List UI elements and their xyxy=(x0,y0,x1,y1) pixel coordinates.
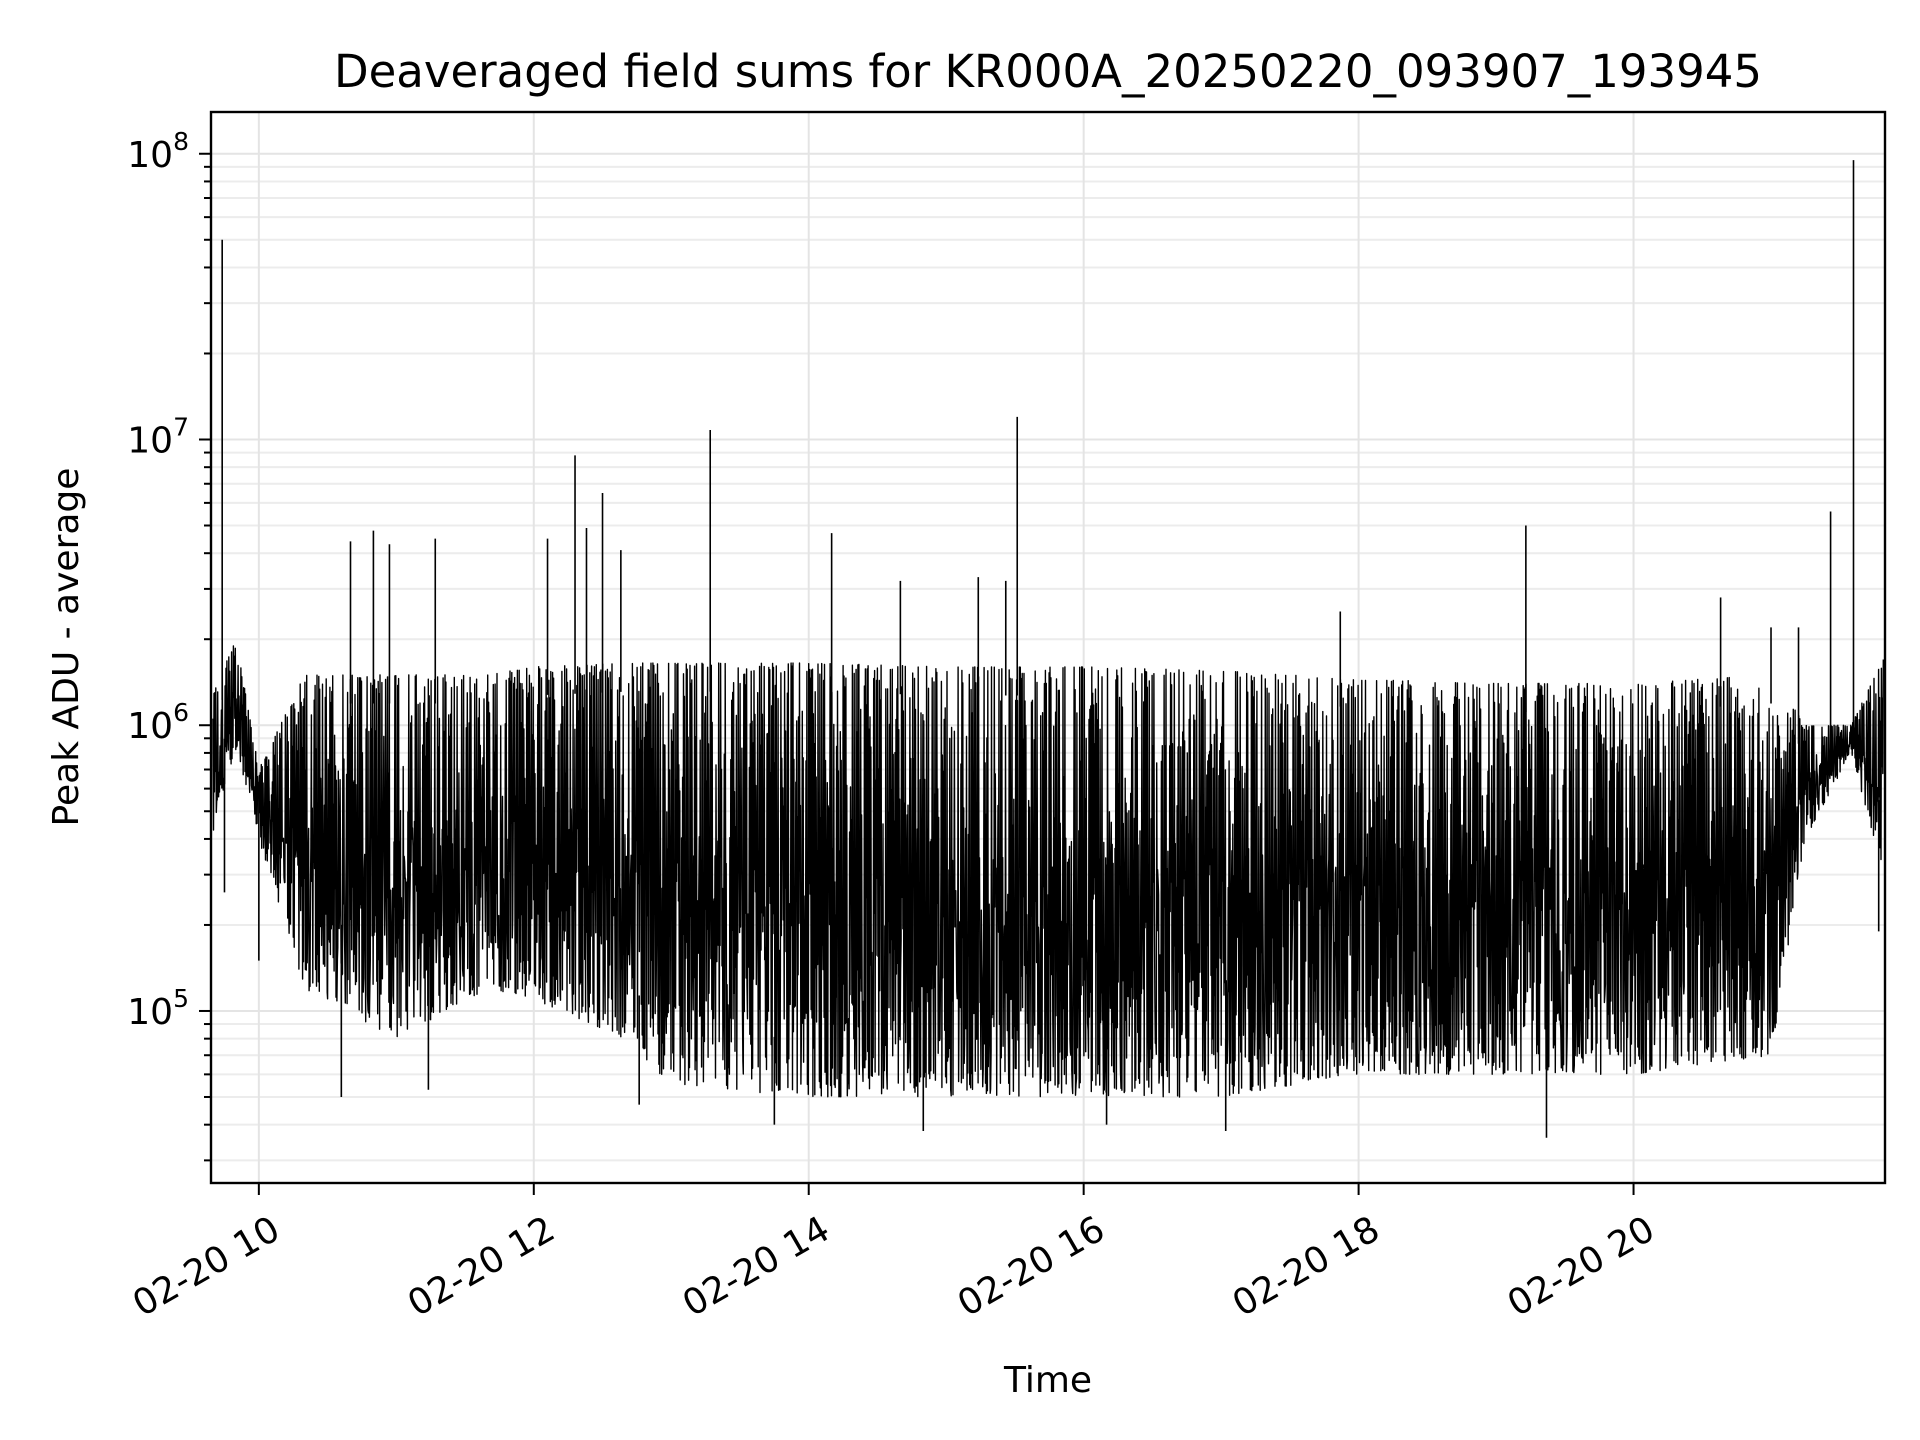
series-line xyxy=(212,645,1884,1098)
y-tick-label: 105 xyxy=(127,984,189,1033)
axes-frame xyxy=(209,110,1887,1185)
plot-area xyxy=(212,160,1884,1138)
chart-title: Deaveraged field sums for KR000A_2025022… xyxy=(334,45,1762,98)
y-tick-label: 108 xyxy=(127,127,189,176)
x-axis-label: Time xyxy=(1003,1360,1092,1401)
y-axis-ticks: 105 106 107 108 xyxy=(127,127,211,1162)
y-tick-label: 106 xyxy=(127,698,189,747)
y-axis-label: Peak ADU - average xyxy=(46,468,87,827)
series-spikes xyxy=(221,160,1880,1138)
y-tick-label: 107 xyxy=(127,412,189,461)
